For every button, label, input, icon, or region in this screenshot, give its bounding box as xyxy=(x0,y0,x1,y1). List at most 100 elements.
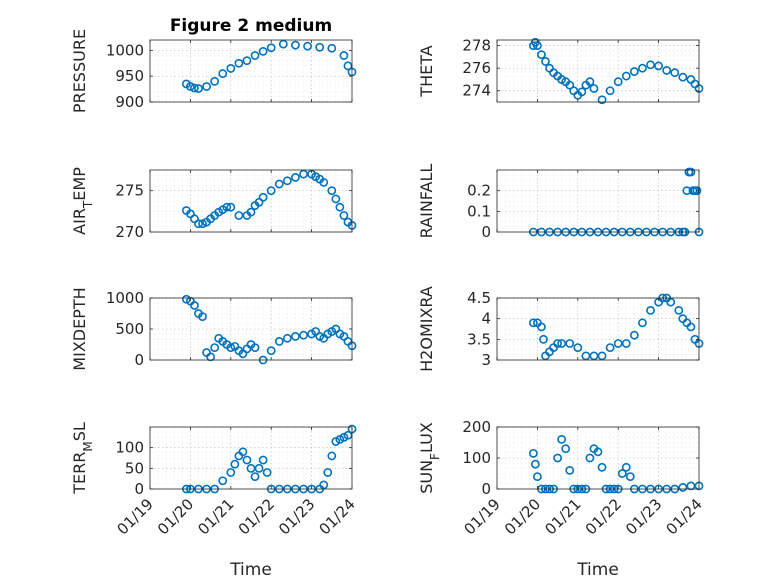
data-points xyxy=(181,169,357,230)
x-tick-label: 01/22 xyxy=(235,495,278,538)
data-point xyxy=(557,434,567,444)
y-tick-label: 0.1 xyxy=(467,202,491,220)
data-point xyxy=(585,77,595,87)
data-point xyxy=(266,186,276,196)
data-point xyxy=(291,173,300,182)
data-point xyxy=(666,297,676,307)
data-point xyxy=(274,179,284,189)
data-point xyxy=(577,87,587,97)
axes-frame xyxy=(496,169,700,233)
data-point xyxy=(274,336,284,346)
y-axis-label: SUNFLUX xyxy=(417,422,442,494)
data-point xyxy=(605,86,615,96)
y-axis-label: H2OMIXRA xyxy=(417,286,436,372)
data-point xyxy=(654,61,663,71)
data-point xyxy=(210,343,220,352)
data-point xyxy=(242,56,252,66)
data-point xyxy=(198,219,207,229)
data-point xyxy=(242,455,252,465)
x-tick-label: 01/23 xyxy=(622,495,665,538)
data-point xyxy=(573,343,583,352)
x-tick-label: 01/23 xyxy=(275,495,318,538)
data-point xyxy=(218,476,228,486)
data-point xyxy=(323,468,333,477)
rainfall-plot: 0 0.1 0.2 RAINFALL xyxy=(417,164,704,241)
x-tick-label: 01/24 xyxy=(663,495,706,538)
data-point xyxy=(638,63,647,73)
data-point xyxy=(553,453,562,463)
data-point xyxy=(327,43,337,53)
x-axis-label: Time xyxy=(229,560,272,580)
data-point xyxy=(539,334,548,344)
data-point xyxy=(593,447,603,457)
axes-frame xyxy=(496,39,700,103)
y-axis-label: RAINFALL xyxy=(417,164,436,239)
data-point xyxy=(533,472,542,481)
y-axis-label: TERRMSL xyxy=(70,422,95,495)
data-point xyxy=(258,455,268,465)
x-tick-label: 01/22 xyxy=(582,495,625,538)
y-tick-label: 3 xyxy=(481,351,491,369)
y-tick-label: 1000 xyxy=(106,41,144,59)
data-point xyxy=(190,301,199,310)
y-tick-label: 270 xyxy=(115,223,144,241)
air-temp-plot: 270 275 AIRTEMP xyxy=(70,167,357,241)
data-point xyxy=(682,186,692,196)
data-point xyxy=(530,459,540,469)
data-point xyxy=(331,194,341,204)
x-tick-label: 01/19 xyxy=(114,495,157,538)
y-tick-label: 4.5 xyxy=(467,289,491,307)
data-point xyxy=(589,84,599,93)
data-points xyxy=(528,293,704,361)
y-tick-label: 278 xyxy=(462,37,491,55)
data-point xyxy=(343,430,353,440)
data-point xyxy=(625,472,635,481)
data-point xyxy=(238,447,248,457)
data-point xyxy=(646,60,655,70)
axes-frame xyxy=(496,297,700,361)
data-point xyxy=(246,463,256,473)
data-point xyxy=(315,42,325,52)
data-point xyxy=(299,330,308,340)
data-point xyxy=(218,69,228,78)
axes-frame xyxy=(149,169,353,233)
data-point xyxy=(226,468,236,477)
data-point xyxy=(190,83,199,93)
pressure-plot: 900 950 1000 PRESSURE Figure 2 medium xyxy=(70,16,357,113)
data-point xyxy=(258,46,268,56)
data-point xyxy=(234,58,244,68)
data-point xyxy=(674,305,684,315)
data-point xyxy=(629,67,639,76)
data-point xyxy=(250,472,260,481)
h2omixra-plot: 3 3.5 4 4.5 H2OMIXRA xyxy=(417,286,704,372)
y-tick-label: 100 xyxy=(462,449,491,467)
data-point xyxy=(339,51,349,60)
x-tick-label: 01/19 xyxy=(461,495,504,538)
theta-plot: 274 276 278 THETA xyxy=(417,37,704,105)
data-point xyxy=(303,41,312,51)
y-tick-label: 1000 xyxy=(106,289,144,307)
y-tick-label: 0 xyxy=(134,351,144,369)
data-point xyxy=(678,483,688,492)
data-point xyxy=(662,66,672,75)
data-point xyxy=(561,444,571,454)
data-point xyxy=(537,322,546,332)
data-point xyxy=(327,186,337,196)
data-point xyxy=(585,453,595,463)
data-point xyxy=(638,318,647,328)
y-tick-label: 0 xyxy=(481,223,491,241)
data-point xyxy=(541,57,550,66)
data-point xyxy=(246,207,256,217)
y-axis-label: MIXDEPTH xyxy=(70,287,89,370)
data-point xyxy=(230,459,240,469)
data-point xyxy=(291,332,300,341)
x-tick-label: 01/21 xyxy=(541,495,584,538)
x-tick-label: 01/21 xyxy=(194,495,237,538)
data-point xyxy=(319,177,329,187)
y-tick-label: 50 xyxy=(125,459,144,477)
major-grid xyxy=(497,40,699,102)
data-point xyxy=(692,186,702,196)
y-tick-label: 276 xyxy=(462,59,491,77)
y-tick-label: 200 xyxy=(462,418,491,436)
data-point xyxy=(343,61,353,71)
